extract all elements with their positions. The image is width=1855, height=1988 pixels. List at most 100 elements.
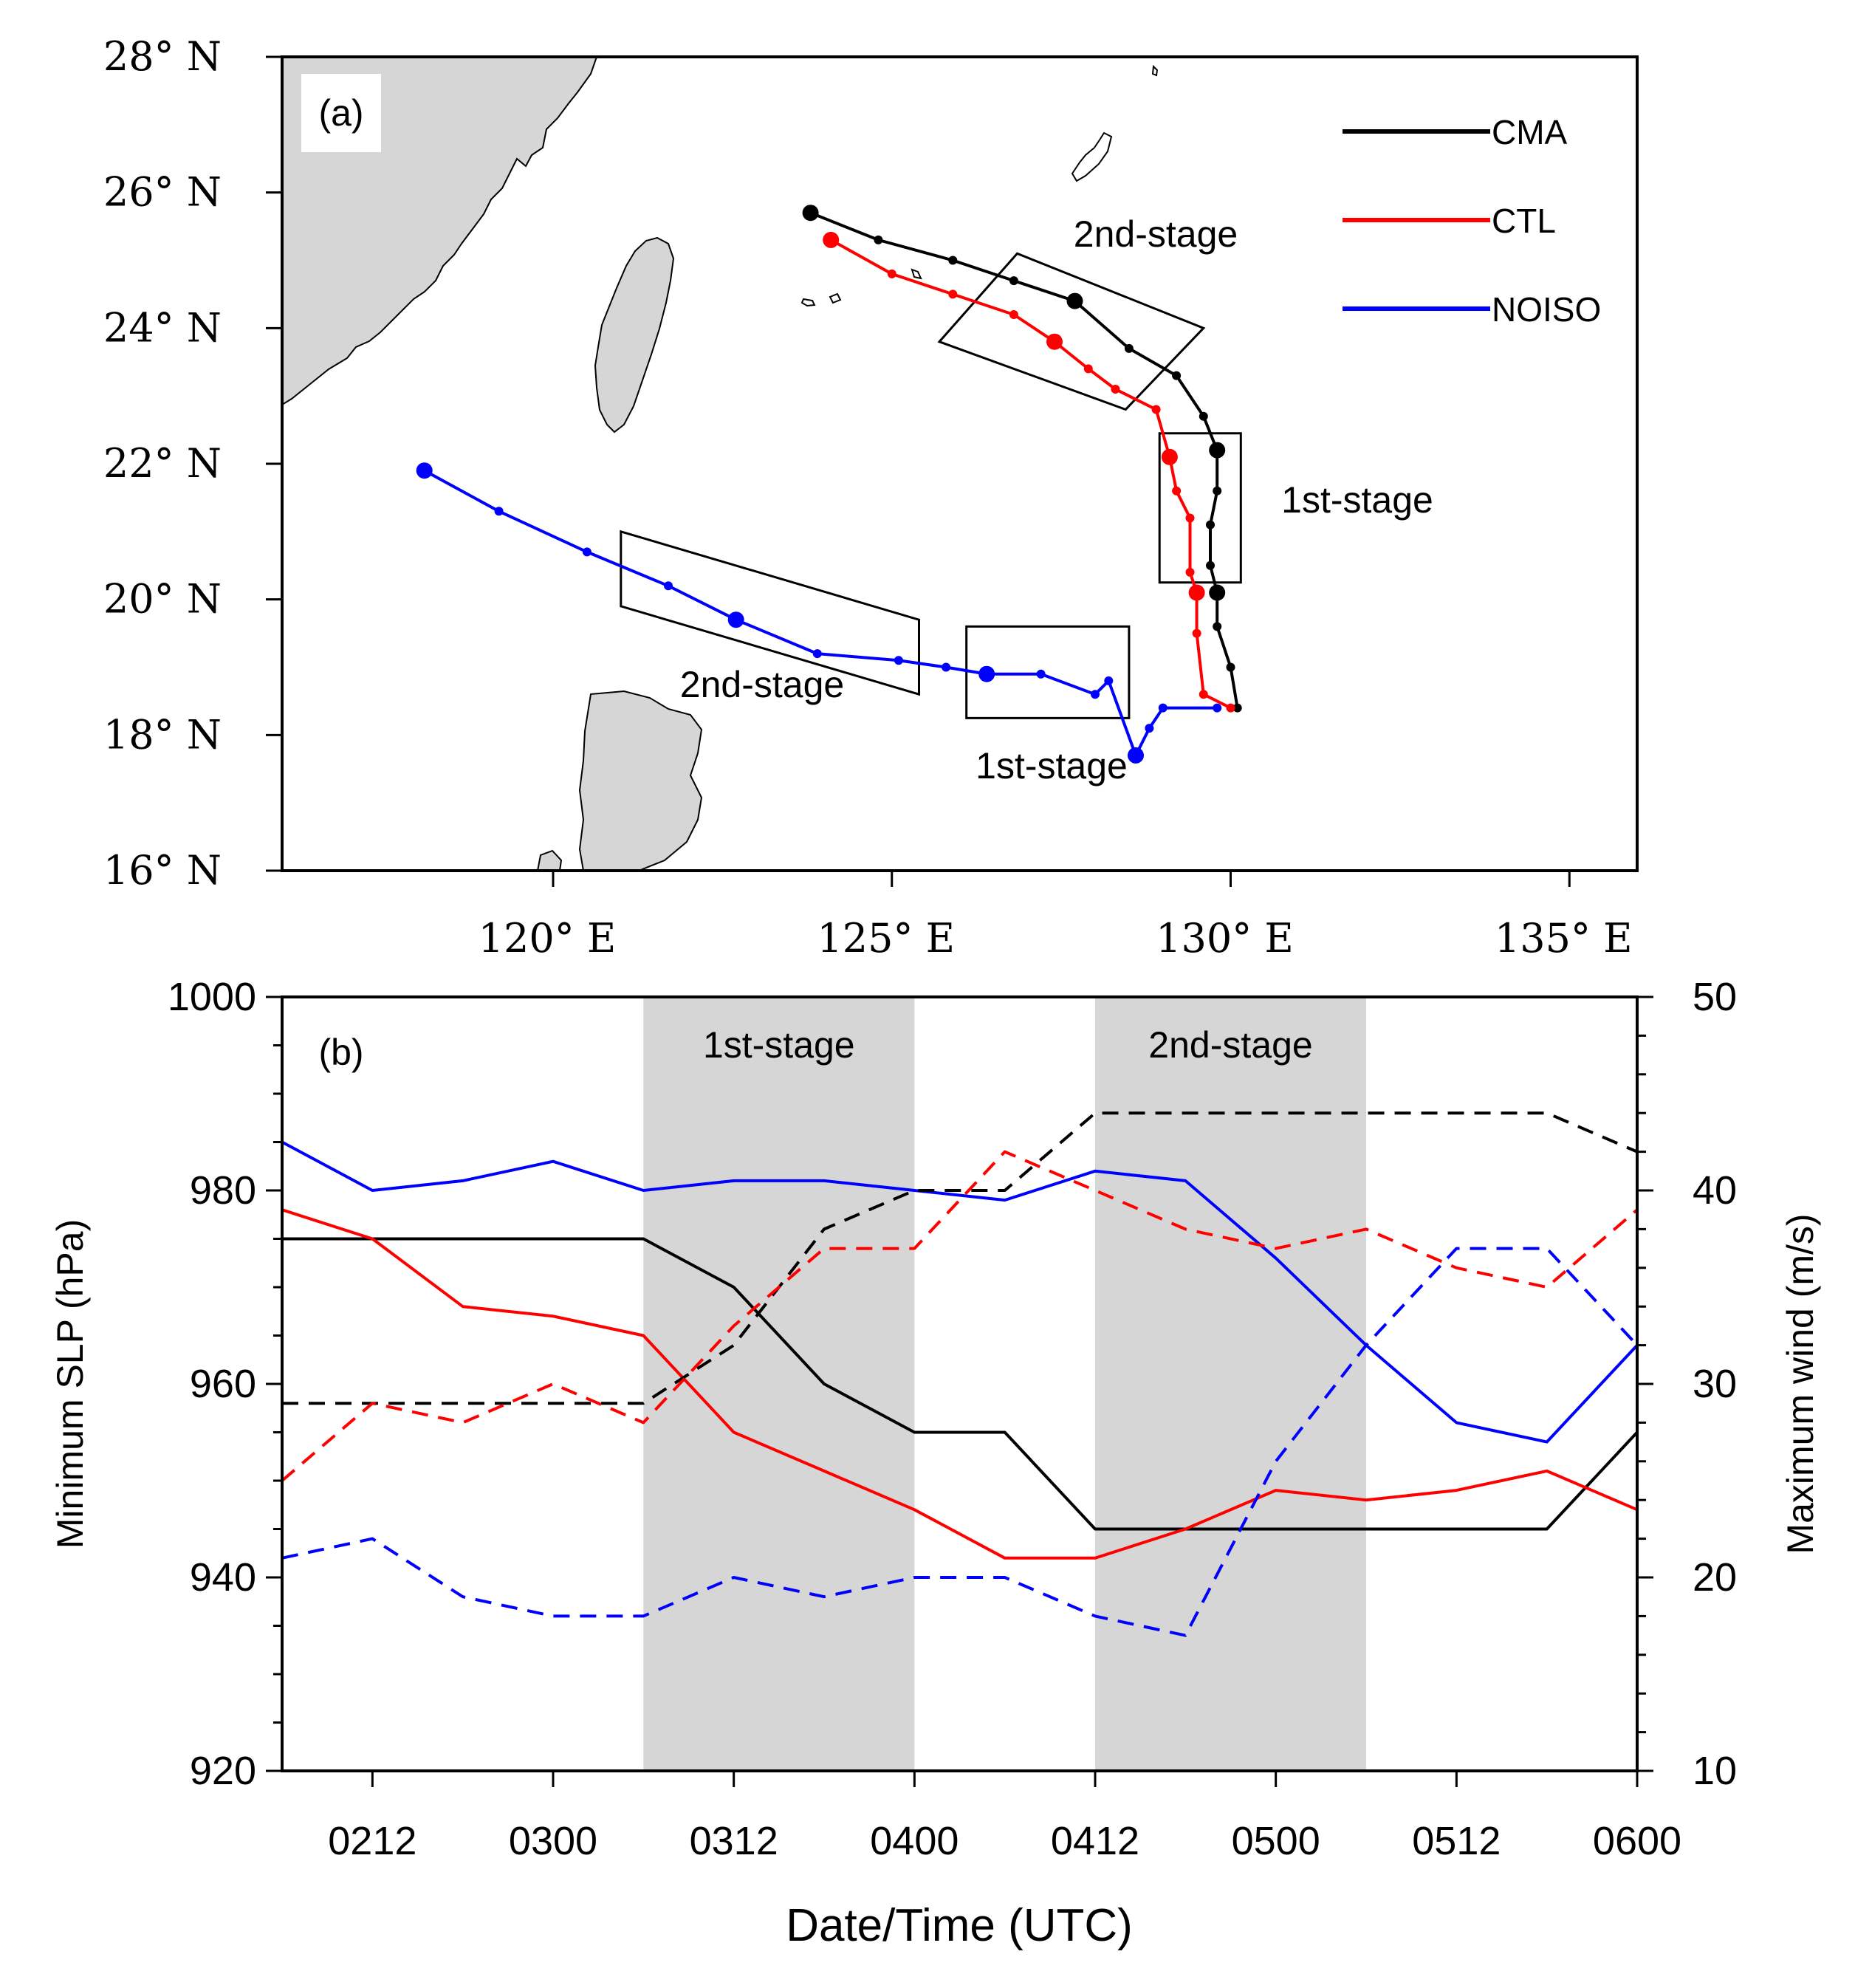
track-point-cma-14 [874,235,883,244]
track-point-cma-1 [1226,662,1235,672]
lon-tick-label-3: 135° E [1495,915,1633,962]
track-point-cma-5 [1206,520,1215,529]
small-island-4 [1151,64,1159,77]
stage-box-3 [620,529,920,696]
left-tick-label-3: 980 [190,1168,256,1213]
map-axes: 16° N 18° N 20° N 22° N 24° N 26° N 28° N 120° … [103,33,1633,962]
track-point-noiso-12 [664,581,673,591]
track-point-noiso-1 [1158,703,1167,713]
y-axis-title-right: Maximum wind (m/s) [1780,1213,1821,1554]
shade-period-0 [643,997,915,1771]
track-point-ctl-12 [1009,310,1018,319]
shade-period-1 [1095,997,1366,1771]
shade-label-2nd-stage: 2nd-stage [1148,1024,1312,1066]
small-island-2 [829,292,842,304]
small-island-3 [911,268,922,280]
track-point-noiso-10 [812,649,822,659]
time-tick-label-4: 0412 [1051,1819,1139,1863]
track-line-cma [809,211,1239,708]
stage-shading [643,997,1366,1771]
track-point-ctl-9 [1111,385,1120,394]
track-point-cma-3 [1209,584,1226,601]
right-tick-label-0: 10 [1693,1749,1737,1793]
track-line-noiso [423,469,1218,759]
legend-label-noiso: NOISO [1492,290,1601,329]
track-point-noiso-9 [894,656,903,665]
track-point-noiso-0 [1213,703,1222,713]
track-point-noiso-11 [727,611,744,628]
track-point-ctl-7 [1161,448,1178,465]
lon-tick-label-1: 125° E [817,915,955,962]
stage-label-2nd-ctl: 2nd-stage [1074,213,1238,255]
panel-a-label-bg [301,74,381,152]
right-tick-label-4: 50 [1693,975,1737,1019]
series-line-cma-slp [282,1237,1639,1531]
stage-box-2 [965,625,1131,719]
track-point-cma-7 [1209,442,1226,459]
track-point-ctl-5 [1185,513,1195,523]
stage-box-0 [1158,432,1242,584]
stage-box-1 [937,252,1206,411]
track-point-cma-12 [1009,276,1018,286]
lon-tick-label-2: 130° E [1156,915,1294,962]
lat-tick-label-5: 26° N [103,169,222,216]
track-point-cma-15 [802,205,819,222]
series-line-noiso-wind [281,1247,1639,1637]
time-tick-label-5: 0500 [1232,1819,1320,1863]
left-tick-label-1: 940 [190,1555,256,1600]
track-point-ctl-15 [823,231,840,248]
track-point-noiso-3 [1128,747,1144,764]
storm-tracks [416,205,1242,764]
track-point-cma-6 [1213,486,1222,496]
track-point-cma-2 [1213,622,1222,631]
x-axis-title: Date/Time (UTC) [786,1900,1133,1951]
track-point-ctl-14 [887,269,896,278]
track-point-cma-4 [1206,561,1215,570]
right-tick-label-1: 20 [1693,1555,1737,1600]
track-point-ctl-4 [1185,567,1195,577]
track-point-cma-9 [1172,371,1182,380]
panel-b-label: (b) [318,1032,363,1073]
track-point-noiso-4 [1104,676,1114,685]
series-line-ctl-slp [281,1208,1638,1560]
time-tick-label-2: 0312 [690,1819,778,1863]
time-tick-label-6: 0512 [1412,1819,1501,1863]
track-point-noiso-8 [942,662,951,672]
track-point-cma-0 [1232,703,1242,713]
luzon-coast [536,849,563,871]
left-tick-label-0: 920 [190,1749,256,1793]
track-point-ctl-6 [1172,486,1182,496]
right-tick-label-2: 30 [1693,1362,1737,1406]
series-line-cma-wind [282,1111,1638,1405]
track-point-ctl-0 [1226,703,1235,713]
shade-label-1st-stage: 1st-stage [703,1024,855,1066]
lat-tick-label-1: 18° N [103,711,222,758]
legend-label-ctl: CTL [1492,202,1556,240]
series-line-ctl-wind [281,1150,1639,1482]
stage-boxes [620,252,1242,719]
stage-label-1st-noiso: 1st-stage [975,745,1128,786]
lat-tick-label-0: 16° N [103,847,222,894]
time-tick-label-3: 0400 [870,1819,959,1863]
time-tick-label-7: 0600 [1593,1819,1681,1863]
track-point-noiso-7 [978,665,995,682]
track-line-ctl [830,239,1232,710]
small-island-1 [800,298,816,307]
track-point-noiso-6 [1036,669,1046,679]
track-point-cma-11 [1066,292,1083,309]
legend-label-cma: CMA [1492,113,1568,151]
track-point-noiso-13 [582,547,592,557]
series-line-noiso-slp [281,1140,1639,1444]
intensity-panel: 1st-stage 2nd-stage (b) 920 940 960 980 1000… [49,975,1821,1951]
okinawa-island [1071,131,1113,182]
lat-tick-label-2: 20° N [103,576,222,623]
track-point-ctl-3 [1188,584,1205,601]
track-point-noiso-15 [416,462,433,479]
stage-label-1st-ctl: 1st-stage [1281,479,1433,521]
right-tick-label-3: 40 [1693,1168,1737,1213]
lon-tick-label-0: 120° E [479,915,617,962]
lat-tick-label-4: 24° N [103,304,222,351]
track-point-cma-13 [948,256,958,265]
